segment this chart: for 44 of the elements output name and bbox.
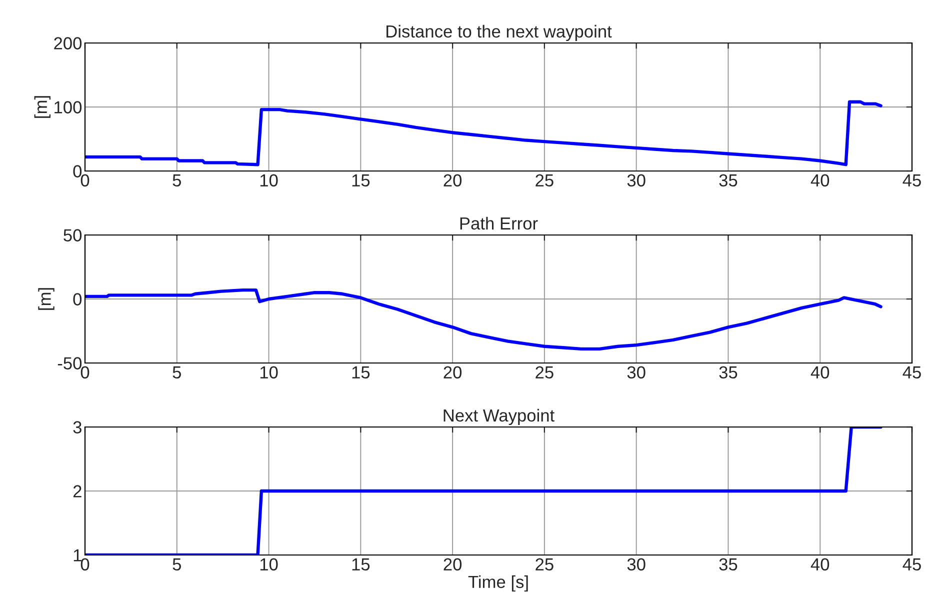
- x-tick-label: 15: [352, 558, 370, 571]
- x-tick-label: 5: [172, 366, 181, 379]
- y-tick-label: 3: [73, 421, 82, 434]
- chart-title: Next Waypoint: [444, 408, 554, 426]
- x-tick-label: 45: [902, 558, 921, 571]
- y-tick-label: 2: [73, 485, 82, 498]
- y-tick-label: 0: [73, 293, 82, 306]
- y-tick-label: 200: [54, 37, 82, 50]
- x-tick-label: 25: [536, 558, 554, 571]
- x-tick-label: 30: [627, 558, 646, 571]
- x-tick-label: 20: [444, 558, 462, 571]
- x-tick-label: 30: [627, 174, 646, 187]
- y-axis-title: [m]: [34, 96, 50, 118]
- y-tick-label: -50: [58, 357, 82, 370]
- x-tick-label: 35: [719, 558, 738, 571]
- x-axis-title: Time [s]: [468, 575, 528, 592]
- x-tick-label: 10: [260, 366, 278, 379]
- y-tick-label: 1: [74, 549, 82, 562]
- x-tick-label: 25: [536, 366, 554, 379]
- x-tick-label: 5: [172, 558, 181, 571]
- x-tick-label: 20: [444, 174, 462, 187]
- chart-title: Path Error: [460, 216, 538, 230]
- x-tick-label: 10: [260, 558, 278, 571]
- x-tick-label: 20: [444, 366, 462, 379]
- x-tick-label: 30: [627, 366, 646, 379]
- x-tick-label: 40: [810, 558, 830, 571]
- x-tick-label: 5: [172, 174, 181, 187]
- y-tick-label: 50: [64, 229, 82, 242]
- x-tick-label: 25: [536, 174, 554, 187]
- x-tick-label: 35: [719, 174, 738, 187]
- x-tick-label: 35: [719, 366, 738, 379]
- x-tick-label: 45: [902, 174, 921, 187]
- x-tick-label: 15: [352, 174, 370, 187]
- y-axis-title: [m]: [38, 288, 54, 310]
- y-tick-label: 0: [73, 165, 82, 178]
- line-series: [85, 100, 882, 166]
- line-series: [85, 288, 882, 351]
- y-tick-label: 100: [54, 101, 82, 114]
- x-tick-label: 40: [810, 174, 830, 187]
- x-tick-label: 15: [352, 366, 370, 379]
- x-tick-label: 40: [810, 366, 830, 379]
- x-tick-label: 45: [902, 366, 921, 379]
- chart-title: Distance to the next waypoint: [386, 24, 612, 42]
- x-tick-label: 10: [260, 174, 278, 187]
